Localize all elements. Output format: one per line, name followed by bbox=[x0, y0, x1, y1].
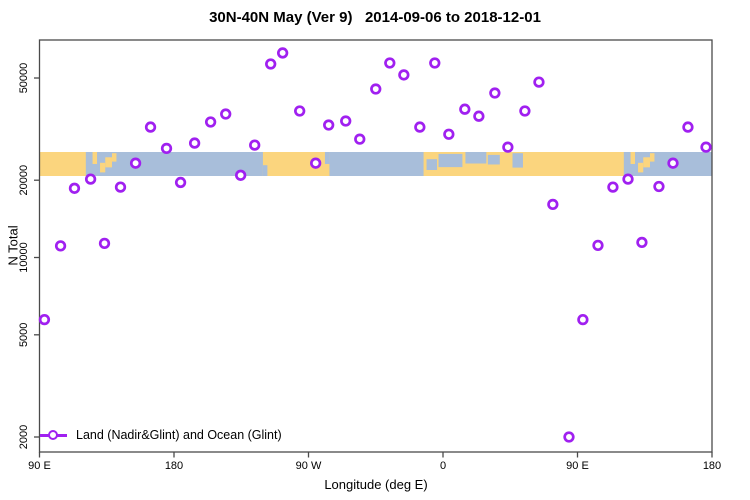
data-point bbox=[489, 87, 501, 99]
legend-line-circle-marker bbox=[40, 429, 67, 442]
data-point bbox=[547, 198, 559, 211]
data-point bbox=[310, 157, 322, 169]
y-tick-label: 20000 bbox=[18, 165, 30, 196]
data-point bbox=[323, 119, 335, 131]
data-point bbox=[98, 237, 111, 250]
data-point bbox=[114, 181, 127, 193]
data-point bbox=[653, 180, 665, 193]
map-band-island bbox=[649, 153, 655, 162]
map-band-island bbox=[92, 152, 98, 164]
x-tick-label: 180 bbox=[703, 460, 721, 472]
x-tick-label: 0 bbox=[440, 460, 446, 472]
data-point bbox=[249, 139, 261, 151]
data-point bbox=[204, 116, 217, 128]
x-tick-label: 90 E bbox=[566, 460, 589, 472]
data-point bbox=[607, 181, 619, 193]
y-tick-label: 10000 bbox=[18, 242, 30, 273]
map-band-island bbox=[105, 157, 112, 168]
data-point bbox=[429, 57, 441, 69]
data-point bbox=[38, 313, 51, 326]
y-tick-label: 50000 bbox=[18, 63, 30, 94]
data-point bbox=[265, 58, 277, 70]
legend-label: Land (Nadir&Glint) and Ocean (Glint) bbox=[76, 427, 282, 442]
data-point bbox=[667, 157, 679, 169]
data-point bbox=[443, 128, 455, 140]
data-point bbox=[459, 103, 471, 115]
data-point bbox=[700, 141, 712, 153]
data-point bbox=[84, 173, 97, 185]
data-point bbox=[563, 431, 575, 443]
data-point bbox=[188, 137, 201, 149]
data-point bbox=[54, 240, 67, 252]
data-point bbox=[592, 239, 604, 252]
data-point bbox=[235, 169, 247, 181]
data-point bbox=[354, 133, 366, 145]
map-band-sea-patch bbox=[438, 153, 463, 168]
map-band-sea-patch bbox=[487, 154, 500, 165]
map-band-island bbox=[638, 162, 644, 173]
data-point bbox=[129, 157, 142, 169]
data-point bbox=[414, 121, 426, 133]
y-tick-label: 5000 bbox=[18, 323, 30, 347]
data-point bbox=[340, 115, 352, 127]
data-point bbox=[398, 69, 410, 81]
y-tick-label: 2000 bbox=[18, 425, 30, 449]
data-point bbox=[577, 313, 589, 326]
plot-frame bbox=[38, 39, 713, 453]
legend: Land (Nadir&Glint) and Ocean (Glint) bbox=[40, 428, 282, 442]
data-point bbox=[384, 57, 396, 69]
map-band-island bbox=[100, 162, 106, 173]
data-point bbox=[622, 173, 634, 185]
data-point bbox=[174, 176, 187, 189]
data-point bbox=[636, 236, 648, 249]
data-point bbox=[276, 47, 289, 59]
data-point bbox=[144, 121, 157, 133]
x-tick-label: 90 E bbox=[28, 460, 51, 472]
map-band-ocean bbox=[329, 152, 424, 176]
map-band-sea-patch bbox=[426, 159, 438, 170]
data-point bbox=[294, 105, 306, 117]
map-band-sea-patch bbox=[512, 153, 523, 168]
legend-open-circle-icon bbox=[48, 429, 58, 440]
data-point bbox=[68, 182, 81, 194]
map-band-sea-patch bbox=[262, 165, 268, 176]
chart-title: 30N-40N May (Ver 9) 2014-09-06 to 2018-1… bbox=[209, 9, 541, 26]
data-point bbox=[502, 141, 514, 153]
map-band-sea-patch bbox=[324, 152, 330, 164]
map-band-sea-patch bbox=[465, 152, 487, 164]
data-point bbox=[533, 76, 545, 88]
x-axis-title: Longitude (deg E) bbox=[324, 477, 428, 492]
map-band-island bbox=[630, 152, 636, 164]
x-tick-label: 90 W bbox=[296, 460, 322, 472]
y-axis-title: N Total bbox=[5, 225, 21, 266]
data-point bbox=[220, 108, 232, 120]
data-point bbox=[473, 110, 485, 122]
x-tick-label: 180 bbox=[165, 460, 183, 472]
data-point bbox=[370, 83, 382, 95]
map-band-island bbox=[643, 157, 650, 168]
map-band-island bbox=[111, 153, 117, 162]
data-point bbox=[160, 142, 173, 155]
data-point bbox=[682, 121, 694, 133]
data-point bbox=[519, 105, 531, 117]
